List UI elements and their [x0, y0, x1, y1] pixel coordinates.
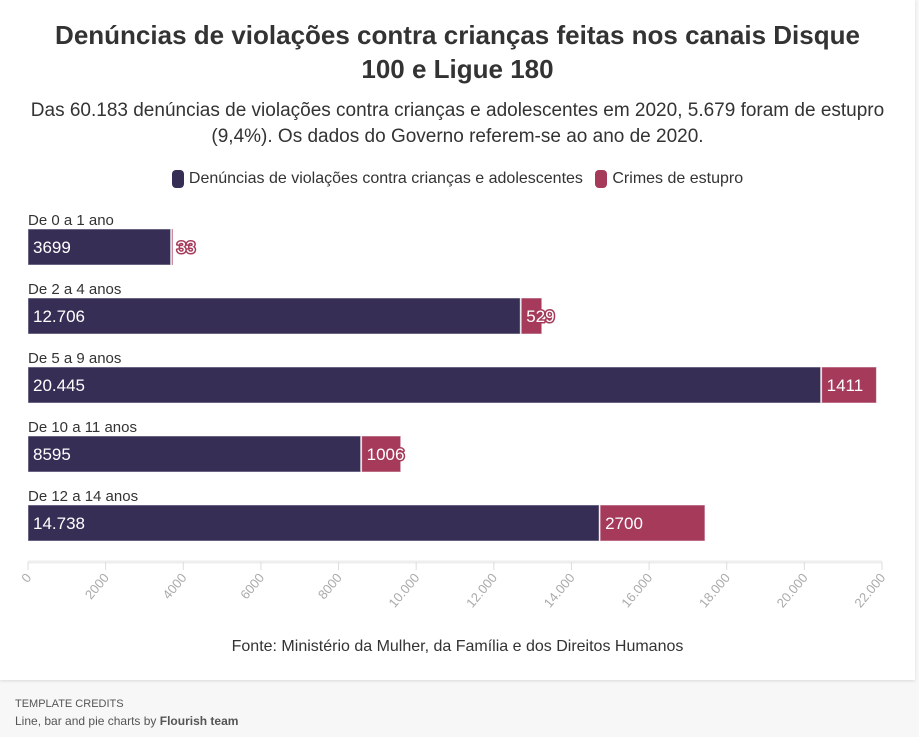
value-label-denuncias: 20.445: [33, 376, 85, 395]
bar-denuncias[interactable]: [27, 504, 600, 542]
bar-estupro[interactable]: [821, 366, 877, 404]
legend: Denúncias de violações contra crianças e…: [0, 170, 915, 193]
bar-denuncias[interactable]: [27, 228, 172, 266]
x-tick-label: 8000: [315, 570, 345, 602]
bar-chart: De 0 a 1 ano 3699 33 De 2 a 4 anos 12.706 529…: [18, 212, 888, 610]
legend-swatch-denuncias: [171, 170, 184, 188]
category-label: De 12 a 14 anos: [28, 488, 138, 505]
value-label-denuncias: 3699: [33, 238, 71, 257]
category-label: De 2 a 4 anos: [28, 281, 121, 298]
x-tick-label: 18.000: [696, 570, 733, 610]
bar-estupro[interactable]: [361, 435, 402, 473]
x-tick-label: 14.000: [541, 570, 578, 610]
credits-line: Line, bar and pie charts by Flourish tea…: [15, 714, 238, 728]
category-label: De 0 a 1 ano: [28, 212, 114, 229]
legend-label-denuncias: Denúncias de violações contra crianças e…: [188, 170, 583, 187]
legend-label-estupro: Crimes de estupro: [612, 170, 744, 187]
value-label-estupro: 529: [526, 307, 554, 326]
credits-author-link[interactable]: Flourish team: [159, 714, 239, 728]
x-tick-label: 0: [18, 570, 34, 585]
credits-prefix: Line, bar and pie charts by: [15, 714, 160, 728]
value-label-denuncias: 14.738: [33, 514, 85, 533]
category-label: De 10 a 11 anos: [28, 419, 137, 436]
legend-item-denuncias[interactable]: Denúncias de violações contra crianças e…: [171, 170, 583, 188]
chart-card: Denúncias de violações contra crianças f…: [0, 20, 915, 655]
value-label-denuncias: 12.706: [33, 307, 85, 326]
x-tick-label: 12.000: [463, 570, 500, 610]
category-label: De 5 a 9 anos: [28, 350, 121, 367]
bar-estupro[interactable]: [520, 297, 543, 335]
value-label-estupro: 33: [177, 238, 196, 257]
source-note: Fonte: Ministério da Mulher, da Família …: [231, 638, 684, 655]
x-tick-label: 16.000: [618, 570, 655, 610]
bar-denuncias[interactable]: [27, 297, 521, 335]
legend-swatch-estupro: [595, 170, 608, 188]
x-tick-label: 22.000: [851, 570, 888, 610]
bar-denuncias[interactable]: [27, 366, 822, 404]
bar-estupro[interactable]: [599, 504, 706, 542]
bar-estupro[interactable]: [171, 228, 174, 266]
x-tick-label: 4000: [159, 570, 189, 602]
value-label-estupro: 1006: [367, 445, 405, 464]
credits-heading: TEMPLATE CREDITS: [15, 698, 124, 710]
chart-subtitle: Das 60.183 denúncias de violações contra…: [30, 100, 885, 147]
chart-title: Denúncias de violações contra crianças f…: [55, 20, 860, 84]
bar-denuncias[interactable]: [27, 435, 362, 473]
value-label-estupro: 2700: [605, 514, 643, 533]
x-tick-label: 2000: [82, 570, 112, 602]
value-label-denuncias: 8595: [33, 445, 71, 464]
x-tick-label: 6000: [237, 570, 267, 602]
x-tick-label: 20.000: [774, 570, 811, 610]
x-tick-label: 10.000: [385, 570, 422, 610]
legend-item-estupro[interactable]: Crimes de estupro: [595, 170, 743, 188]
value-label-estupro: 1411: [827, 376, 864, 395]
